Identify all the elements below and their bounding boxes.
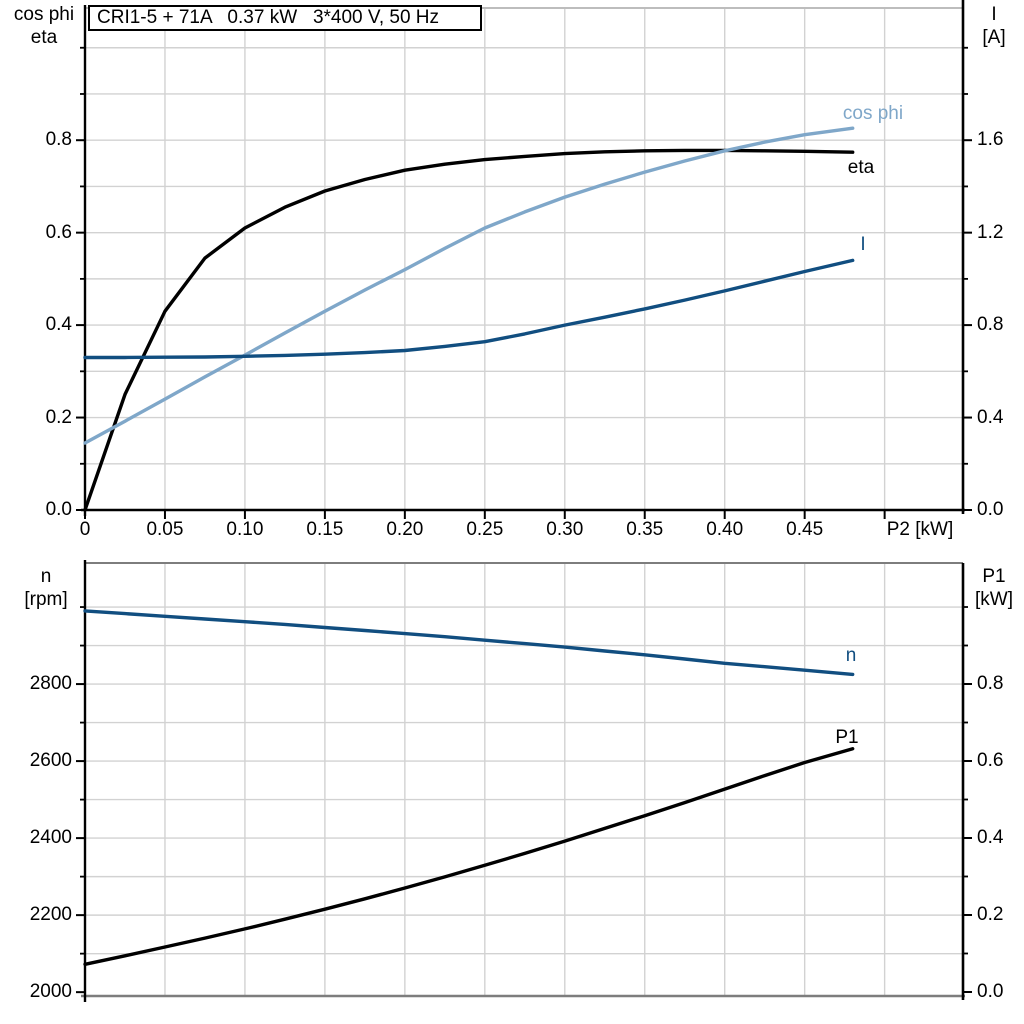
curve-label-n: n (845, 645, 857, 666)
bottom-right-axis-title-line2: [kW] (975, 589, 1013, 610)
x-tick-label: 0.05 (146, 519, 184, 540)
x-tick-label: 0.30 (546, 519, 584, 540)
title-box: CRI1-5 + 71A 0.37 kW 3*400 V, 50 Hz (88, 5, 482, 31)
curve-label-I: I (860, 234, 866, 255)
bottom-right-axis-title-line1: P1 (982, 566, 1006, 587)
left-tick-label: 0.0 (45, 499, 72, 520)
right-tick-label: 0.4 (977, 406, 1004, 428)
right-tick-label: 0.2 (977, 903, 1004, 925)
left-tick-label: 0.4 (45, 314, 72, 336)
right-tick-label: 0.8 (977, 673, 1004, 694)
curve-label-cos-phi: cos phi (842, 103, 904, 124)
x-tick-label: 0.35 (626, 519, 664, 540)
left-tick-label: 0.8 (45, 129, 72, 151)
x-tick-label: 0.20 (386, 519, 424, 540)
left-tick-label: 2200 (29, 904, 72, 926)
left-tick-label: 2400 (29, 827, 72, 849)
bottom-left-axis-title-line1: n (40, 566, 52, 587)
right-tick-label: 1.2 (977, 221, 1004, 243)
right-tick-label: 0.6 (977, 750, 1004, 771)
bottom-left-axis-title: n [rpm] (8, 565, 84, 611)
curve-cos-phi (83, 126, 855, 445)
top-right-axis-title: I [A] (968, 3, 1020, 49)
right-tick-label: 0.0 (977, 499, 1004, 520)
left-tick-label: 2600 (29, 750, 72, 772)
curve-n (83, 609, 855, 677)
top-left-axis-title: cos phi eta (4, 3, 84, 49)
top-right-axis-title-line2: [A] (982, 27, 1006, 48)
curve-eta (83, 148, 855, 512)
left-tick-label: 2800 (29, 673, 72, 695)
x-tick-label: 0.10 (226, 519, 264, 540)
right-tick-label: 0.4 (977, 826, 1004, 848)
right-tick-label: 1.6 (977, 129, 1004, 151)
right-tick-label: 0.0 (977, 980, 1004, 1002)
left-tick-label: 2000 (29, 981, 72, 1003)
left-tick-label: 0.6 (45, 221, 72, 243)
curve-I (83, 258, 855, 360)
curve-label-P1: P1 (835, 727, 859, 748)
top-left-axis-title-line1: cos phi (13, 4, 75, 25)
x-tick-label: 0.45 (786, 519, 824, 540)
right-tick-label: 0.8 (977, 314, 1004, 336)
x-tick-label: 0.15 (306, 519, 344, 540)
curve-label-eta: eta (847, 157, 875, 178)
x-tick-label: 0.40 (706, 519, 744, 540)
x-tick-label: 0.25 (466, 519, 504, 540)
top-right-axis-title-line1: I (991, 4, 997, 25)
bottom-right-axis-title: P1 [kW] (968, 565, 1020, 611)
top-left-axis-title-line2: eta (30, 27, 58, 48)
bottom-left-axis-title-line2: [rpm] (24, 589, 68, 610)
left-tick-label: 0.2 (45, 406, 72, 428)
x-axis-title: P2 [kW] (886, 519, 954, 540)
curve-P1 (83, 747, 855, 966)
x-tick-label: 0 (79, 519, 91, 540)
